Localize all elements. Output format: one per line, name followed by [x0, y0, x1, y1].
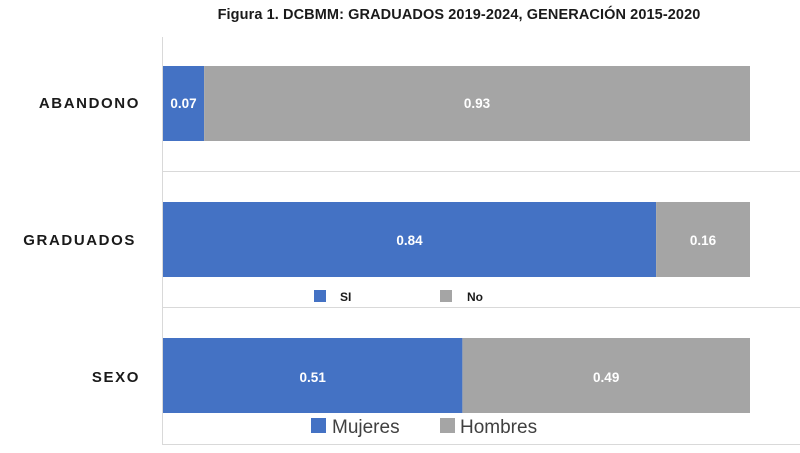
- panel-graduados: GRADUADOS 0.84 0.16 SI No: [23, 202, 750, 304]
- data-label: 0.51: [300, 370, 327, 385]
- legend-label: Hombres: [460, 417, 537, 438]
- category-label: ABANDONO: [39, 95, 140, 112]
- data-label: 0.84: [396, 233, 423, 248]
- category-label: GRADUADOS: [23, 232, 136, 249]
- data-label: 0.07: [170, 96, 196, 111]
- data-label: 0.93: [464, 96, 491, 111]
- category-label: SEXO: [92, 369, 140, 386]
- legend-swatch-mujeres: [311, 418, 326, 433]
- bar-segment: [163, 202, 657, 277]
- legend-swatch-si: [314, 290, 326, 302]
- bar-segment: [163, 66, 205, 141]
- data-label: 0.16: [690, 233, 717, 248]
- legend: SI No: [314, 290, 483, 304]
- panel-abandono: ABANDONO 0.07 0.93: [39, 66, 751, 141]
- legend-label: SI: [340, 290, 351, 304]
- bar-segment: [656, 202, 750, 277]
- bar-segment: [204, 66, 751, 141]
- bar-segment: [163, 338, 463, 413]
- panel-sexo: SEXO 0.51 0.49 Mujeres Hombres: [92, 338, 750, 438]
- plot-frame: [162, 37, 800, 445]
- legend-swatch-no: [440, 290, 452, 302]
- legend-label: No: [467, 290, 483, 304]
- legend-label: Mujeres: [332, 417, 400, 438]
- chart-title: Figura 1. DCBMM: GRADUADOS 2019-2024, GE…: [217, 7, 701, 23]
- data-label: 0.49: [593, 370, 619, 385]
- bar-segment: [462, 338, 750, 413]
- legend: Mujeres Hombres: [311, 417, 537, 438]
- legend-swatch-hombres: [440, 418, 455, 433]
